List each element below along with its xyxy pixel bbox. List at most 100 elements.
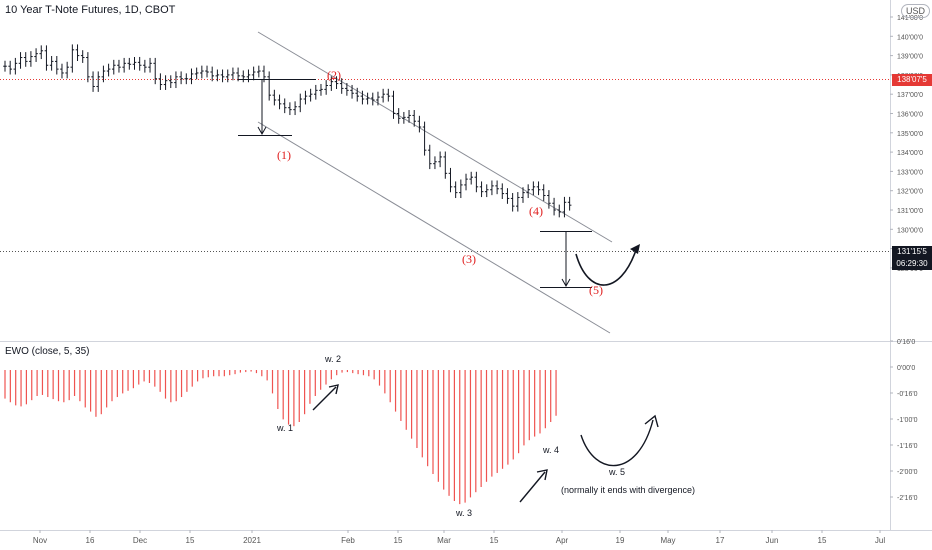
price-range-tool-1[interactable] bbox=[238, 79, 316, 136]
ohlc-bar[interactable] bbox=[220, 69, 225, 83]
ohlc-bar[interactable] bbox=[257, 65, 261, 78]
ohlc-bar[interactable] bbox=[200, 65, 204, 79]
ohlc-bar[interactable] bbox=[3, 60, 7, 72]
ohlc-bar[interactable] bbox=[34, 48, 38, 62]
ohlc-bar[interactable] bbox=[174, 71, 178, 89]
ohlc-bar[interactable] bbox=[360, 90, 365, 105]
ohlc-bar[interactable] bbox=[148, 57, 152, 73]
ohlc-bar[interactable] bbox=[319, 83, 323, 96]
ohlc-bar[interactable] bbox=[345, 83, 349, 96]
ohlc-bar[interactable] bbox=[464, 173, 468, 191]
ohlc-bar[interactable] bbox=[391, 90, 396, 119]
price-range-tool-2[interactable] bbox=[540, 231, 592, 288]
ohlc-bar[interactable] bbox=[303, 90, 308, 105]
ohlc-bar[interactable] bbox=[75, 44, 80, 62]
ohlc-bar[interactable] bbox=[484, 184, 489, 198]
ohlc-bar[interactable] bbox=[117, 59, 121, 73]
ohlc-bar[interactable] bbox=[547, 190, 551, 209]
ohlc-bar[interactable] bbox=[365, 92, 370, 105]
ewo-arrows[interactable] bbox=[312, 384, 659, 503]
ohlc-bar[interactable] bbox=[111, 59, 116, 75]
ohlc-bar[interactable] bbox=[521, 187, 525, 203]
ohlc-bar[interactable] bbox=[298, 93, 303, 113]
ohlc-bar[interactable] bbox=[23, 52, 28, 67]
ohlc-bar[interactable] bbox=[329, 76, 334, 91]
ohlc-bar[interactable] bbox=[402, 111, 406, 124]
ohlc-bar[interactable] bbox=[567, 196, 572, 211]
ohlc-bar[interactable] bbox=[500, 183, 505, 199]
ohlc-bar[interactable] bbox=[490, 180, 494, 196]
ohlc-bar[interactable] bbox=[101, 65, 106, 83]
ohlc-bar[interactable] bbox=[189, 68, 194, 85]
ohlc-bar[interactable] bbox=[516, 192, 520, 212]
ohlc-bar[interactable] bbox=[324, 80, 328, 95]
ohlc-bar[interactable] bbox=[510, 193, 515, 212]
ohlc-bar[interactable] bbox=[8, 60, 12, 75]
ohlc-bar[interactable] bbox=[407, 110, 411, 123]
ohlc-bar[interactable] bbox=[267, 71, 271, 101]
ewo-histogram[interactable] bbox=[4, 370, 557, 505]
ewo-axis[interactable]: 0'16'0 0'00'0 -0'16'0 -1'00'0 -1'16'0 -2'00'0… bbox=[890, 339, 918, 502]
ohlc-bar[interactable] bbox=[184, 73, 189, 85]
ohlc-bar[interactable] bbox=[376, 91, 380, 106]
ohlc-bar[interactable] bbox=[536, 181, 541, 196]
ohlc-bar[interactable] bbox=[531, 181, 536, 196]
ohlc-bar[interactable] bbox=[65, 61, 69, 79]
ohlc-bar[interactable] bbox=[236, 67, 240, 82]
channel-lower-line[interactable] bbox=[257, 121, 611, 334]
ohlc-bar[interactable] bbox=[246, 69, 251, 83]
ohlc-bar[interactable] bbox=[339, 78, 344, 94]
ohlc-bar[interactable] bbox=[262, 65, 266, 83]
ohlc-bar[interactable] bbox=[479, 181, 484, 198]
ohlc-bar[interactable] bbox=[370, 92, 375, 106]
ohlc-bar[interactable] bbox=[469, 171, 473, 185]
ohlc-bar[interactable] bbox=[80, 50, 85, 63]
ohlc-bar[interactable] bbox=[427, 144, 432, 170]
channel-upper-line[interactable] bbox=[257, 31, 613, 243]
ohlc-bar[interactable] bbox=[49, 55, 54, 71]
ohlc-bar[interactable] bbox=[251, 66, 256, 81]
ohlc-bar[interactable] bbox=[552, 197, 556, 216]
ohlc-bar[interactable] bbox=[18, 52, 23, 69]
ohlc-bar[interactable] bbox=[163, 75, 168, 90]
ohlc-bar[interactable] bbox=[225, 69, 230, 83]
ohlc-bar[interactable] bbox=[60, 63, 64, 79]
ohlc-bar[interactable] bbox=[241, 70, 246, 83]
ohlc-bar[interactable] bbox=[288, 102, 292, 116]
ohlc-bar[interactable] bbox=[127, 57, 132, 70]
ohlc-bar[interactable] bbox=[438, 151, 442, 168]
ohlc-bar[interactable] bbox=[422, 121, 427, 156]
ohlc-bar[interactable] bbox=[215, 69, 220, 82]
ohlc-bar[interactable] bbox=[293, 101, 297, 116]
ohlc-bar[interactable] bbox=[122, 57, 126, 73]
ohlc-bar[interactable] bbox=[277, 94, 282, 110]
ohlc-bar[interactable] bbox=[381, 88, 385, 103]
currency-badge[interactable]: USD bbox=[901, 4, 931, 18]
ohlc-bar[interactable] bbox=[443, 151, 448, 179]
ohlc-bar[interactable] bbox=[495, 180, 499, 195]
ohlc-series[interactable] bbox=[3, 44, 572, 218]
ohlc-bar[interactable] bbox=[70, 44, 75, 73]
ohlc-bar[interactable] bbox=[29, 51, 33, 67]
ohlc-bar[interactable] bbox=[137, 56, 142, 71]
ohlc-bar[interactable] bbox=[453, 181, 458, 199]
ohlc-bar[interactable] bbox=[143, 59, 147, 73]
ohlc-bar[interactable] bbox=[562, 196, 567, 218]
ohlc-bar[interactable] bbox=[168, 75, 173, 89]
ohlc-bar[interactable] bbox=[386, 88, 391, 102]
ohlc-bar[interactable] bbox=[334, 76, 339, 89]
ohlc-bar[interactable] bbox=[44, 45, 49, 71]
ohlc-bar[interactable] bbox=[474, 171, 479, 193]
ohlc-bar[interactable] bbox=[417, 115, 422, 133]
ohlc-bar[interactable] bbox=[557, 204, 562, 218]
ohlc-bar[interactable] bbox=[355, 87, 360, 102]
price-projection-curve[interactable] bbox=[575, 249, 637, 286]
ohlc-bar[interactable] bbox=[194, 67, 199, 80]
ohlc-bar[interactable] bbox=[153, 57, 158, 85]
ohlc-bar[interactable] bbox=[210, 66, 214, 82]
ohlc-bar[interactable] bbox=[272, 89, 277, 106]
ohlc-bar[interactable] bbox=[448, 167, 453, 193]
ohlc-bar[interactable] bbox=[314, 84, 318, 100]
ohlc-bar[interactable] bbox=[158, 73, 163, 90]
